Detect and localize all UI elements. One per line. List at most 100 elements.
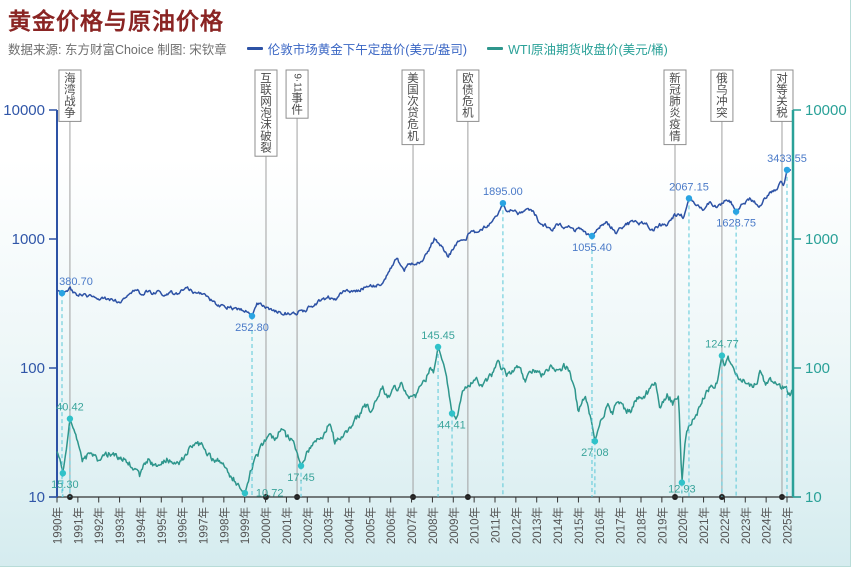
event-label-char: 联 [260,82,272,96]
legend-label-oil: WTI原油期货收盘价(美元/桶) [508,43,668,57]
event-label-char: 9·11 [292,73,303,93]
y-axis-left-label: 10 [28,489,45,506]
event-label-char: 关 [776,94,788,108]
legend-item-oil[interactable]: WTI原油期货收盘价(美元/桶) [487,39,668,58]
event-label-char: 贷 [407,106,419,120]
annotation-marker-dot [783,166,791,174]
event-label-char: 海 [64,71,76,85]
event-label-char: 泡 [260,106,272,120]
event-label-char: 俄 [716,72,728,85]
annotation-value-label: 252.80 [235,322,269,334]
event-label-char: 国 [407,83,419,96]
annotation-value-label: 44.41 [438,419,466,431]
x-axis-label: 2008年 [426,507,440,544]
event-label-char: 事 [291,92,303,105]
event-label-char: 沫 [260,118,272,131]
event-label-char: 破 [260,129,272,143]
x-axis-label: 1995年 [155,507,169,544]
event-label-box [254,69,278,157]
annotation-marker-dot [434,343,442,351]
legend-item-gold[interactable]: 伦敦市场黄金下午定盘价(美元/盎司) [246,39,467,58]
annotation-marker-dot [58,289,66,297]
gold-price-line [56,169,792,317]
axes: 1990年 1991年 1992年 1993年 1994年 1995年 1996年 1997年… [3,102,846,544]
annotation-marker-dot [732,208,740,215]
x-axis-label: 2016年 [593,507,607,544]
x-axis-label: 2006年 [384,507,398,544]
event-label-box [58,69,82,122]
annotation-value-label: 380.70 [59,276,93,288]
event-label-box [456,69,480,122]
x-axis-label: 1996年 [176,507,190,544]
x-axis-label: 2000年 [259,507,273,544]
event-label-box [770,69,794,122]
event-label-box [401,69,425,146]
chart-header: 黄金价格与原油价格 数据来源: 东方财富Choice 制图: 宋钦章 伦敦市场黄… [8,2,668,58]
annotation-marker-dot [66,415,74,422]
x-axis-label: 2007年 [405,507,419,544]
annotation-marker-dot [241,489,249,497]
annotation-value-label: 40.42 [56,402,84,414]
x-axis-label: 2011年 [488,507,502,543]
event-label-char: 网 [260,96,272,108]
event-label-box [285,69,309,119]
gold-legend-dash-icon [246,47,263,50]
event-label-char: 对 [776,71,788,85]
annotation-marker-dot [297,462,305,470]
x-axis-label: 2018年 [634,507,648,544]
annotation-value-label: 2067.15 [669,181,709,193]
event-label-char: 欧 [462,72,474,85]
annotation-value-label: 1895.00 [483,186,523,198]
event-label-char: 债 [462,82,474,96]
data-source-text: 数据来源: 东方财富Choice 制图: 宋钦章 [8,43,227,57]
annotation-value-label: 12.93 [668,484,696,496]
annotation-value-label: 3433.55 [767,153,807,165]
event-label-char: 冲 [716,94,728,108]
x-axis-label: 2009年 [447,507,461,544]
x-axis-label: 2004年 [342,507,356,544]
event-label-char: 互 [260,73,272,85]
event-label-char: 危 [407,118,419,131]
event-label-char: 等 [776,82,788,96]
annotation-marker-dot [685,195,693,202]
x-axis-label: 2015年 [572,507,586,544]
event-label-box [663,69,687,146]
event-label-char: 税 [776,106,788,120]
x-axis-label: 1999年 [238,507,252,544]
annotation-value-label: 27.08 [581,447,609,459]
event-annotations: 海湾战争互联网泡沫破裂9·11事件美国次贷危机欧债危机新冠肺炎疫情俄乌冲突对等关… [58,69,794,500]
x-axis-label: 2020年 [676,507,690,544]
annotation-value-label: 17.45 [287,472,315,484]
event-label-char: 肺 [669,95,681,108]
event-label-char: 情 [669,130,681,143]
event-label-char: 突 [716,106,728,120]
value-annotations: 380.70 252.80 1895.00 1055.40 2067.15 1628.75… [51,153,807,500]
annotation-marker-dot [591,437,599,445]
y-axis-right-label: 100 [805,360,830,377]
event-label-char: 机 [407,129,419,143]
x-axis-label: 1997年 [196,507,210,544]
event-label-char: 战 [64,95,76,108]
event-label-char: 裂 [260,141,272,154]
event-label-box [710,69,734,122]
x-axis-label: 2010年 [468,507,482,544]
y-axis-right-label: 10000 [805,102,847,119]
event-label-char: 乌 [716,82,728,96]
x-axis-label: 1992年 [92,507,106,544]
y-axis-right-label: 1000 [805,231,838,248]
event-label-char: 机 [462,106,474,120]
annotation-marker-dot [678,479,686,486]
event-label-char: 疫 [669,117,681,131]
event-label-char: 湾 [64,82,76,96]
event-label-char: 冠 [669,83,681,96]
x-axis-label: 2005年 [363,507,377,544]
